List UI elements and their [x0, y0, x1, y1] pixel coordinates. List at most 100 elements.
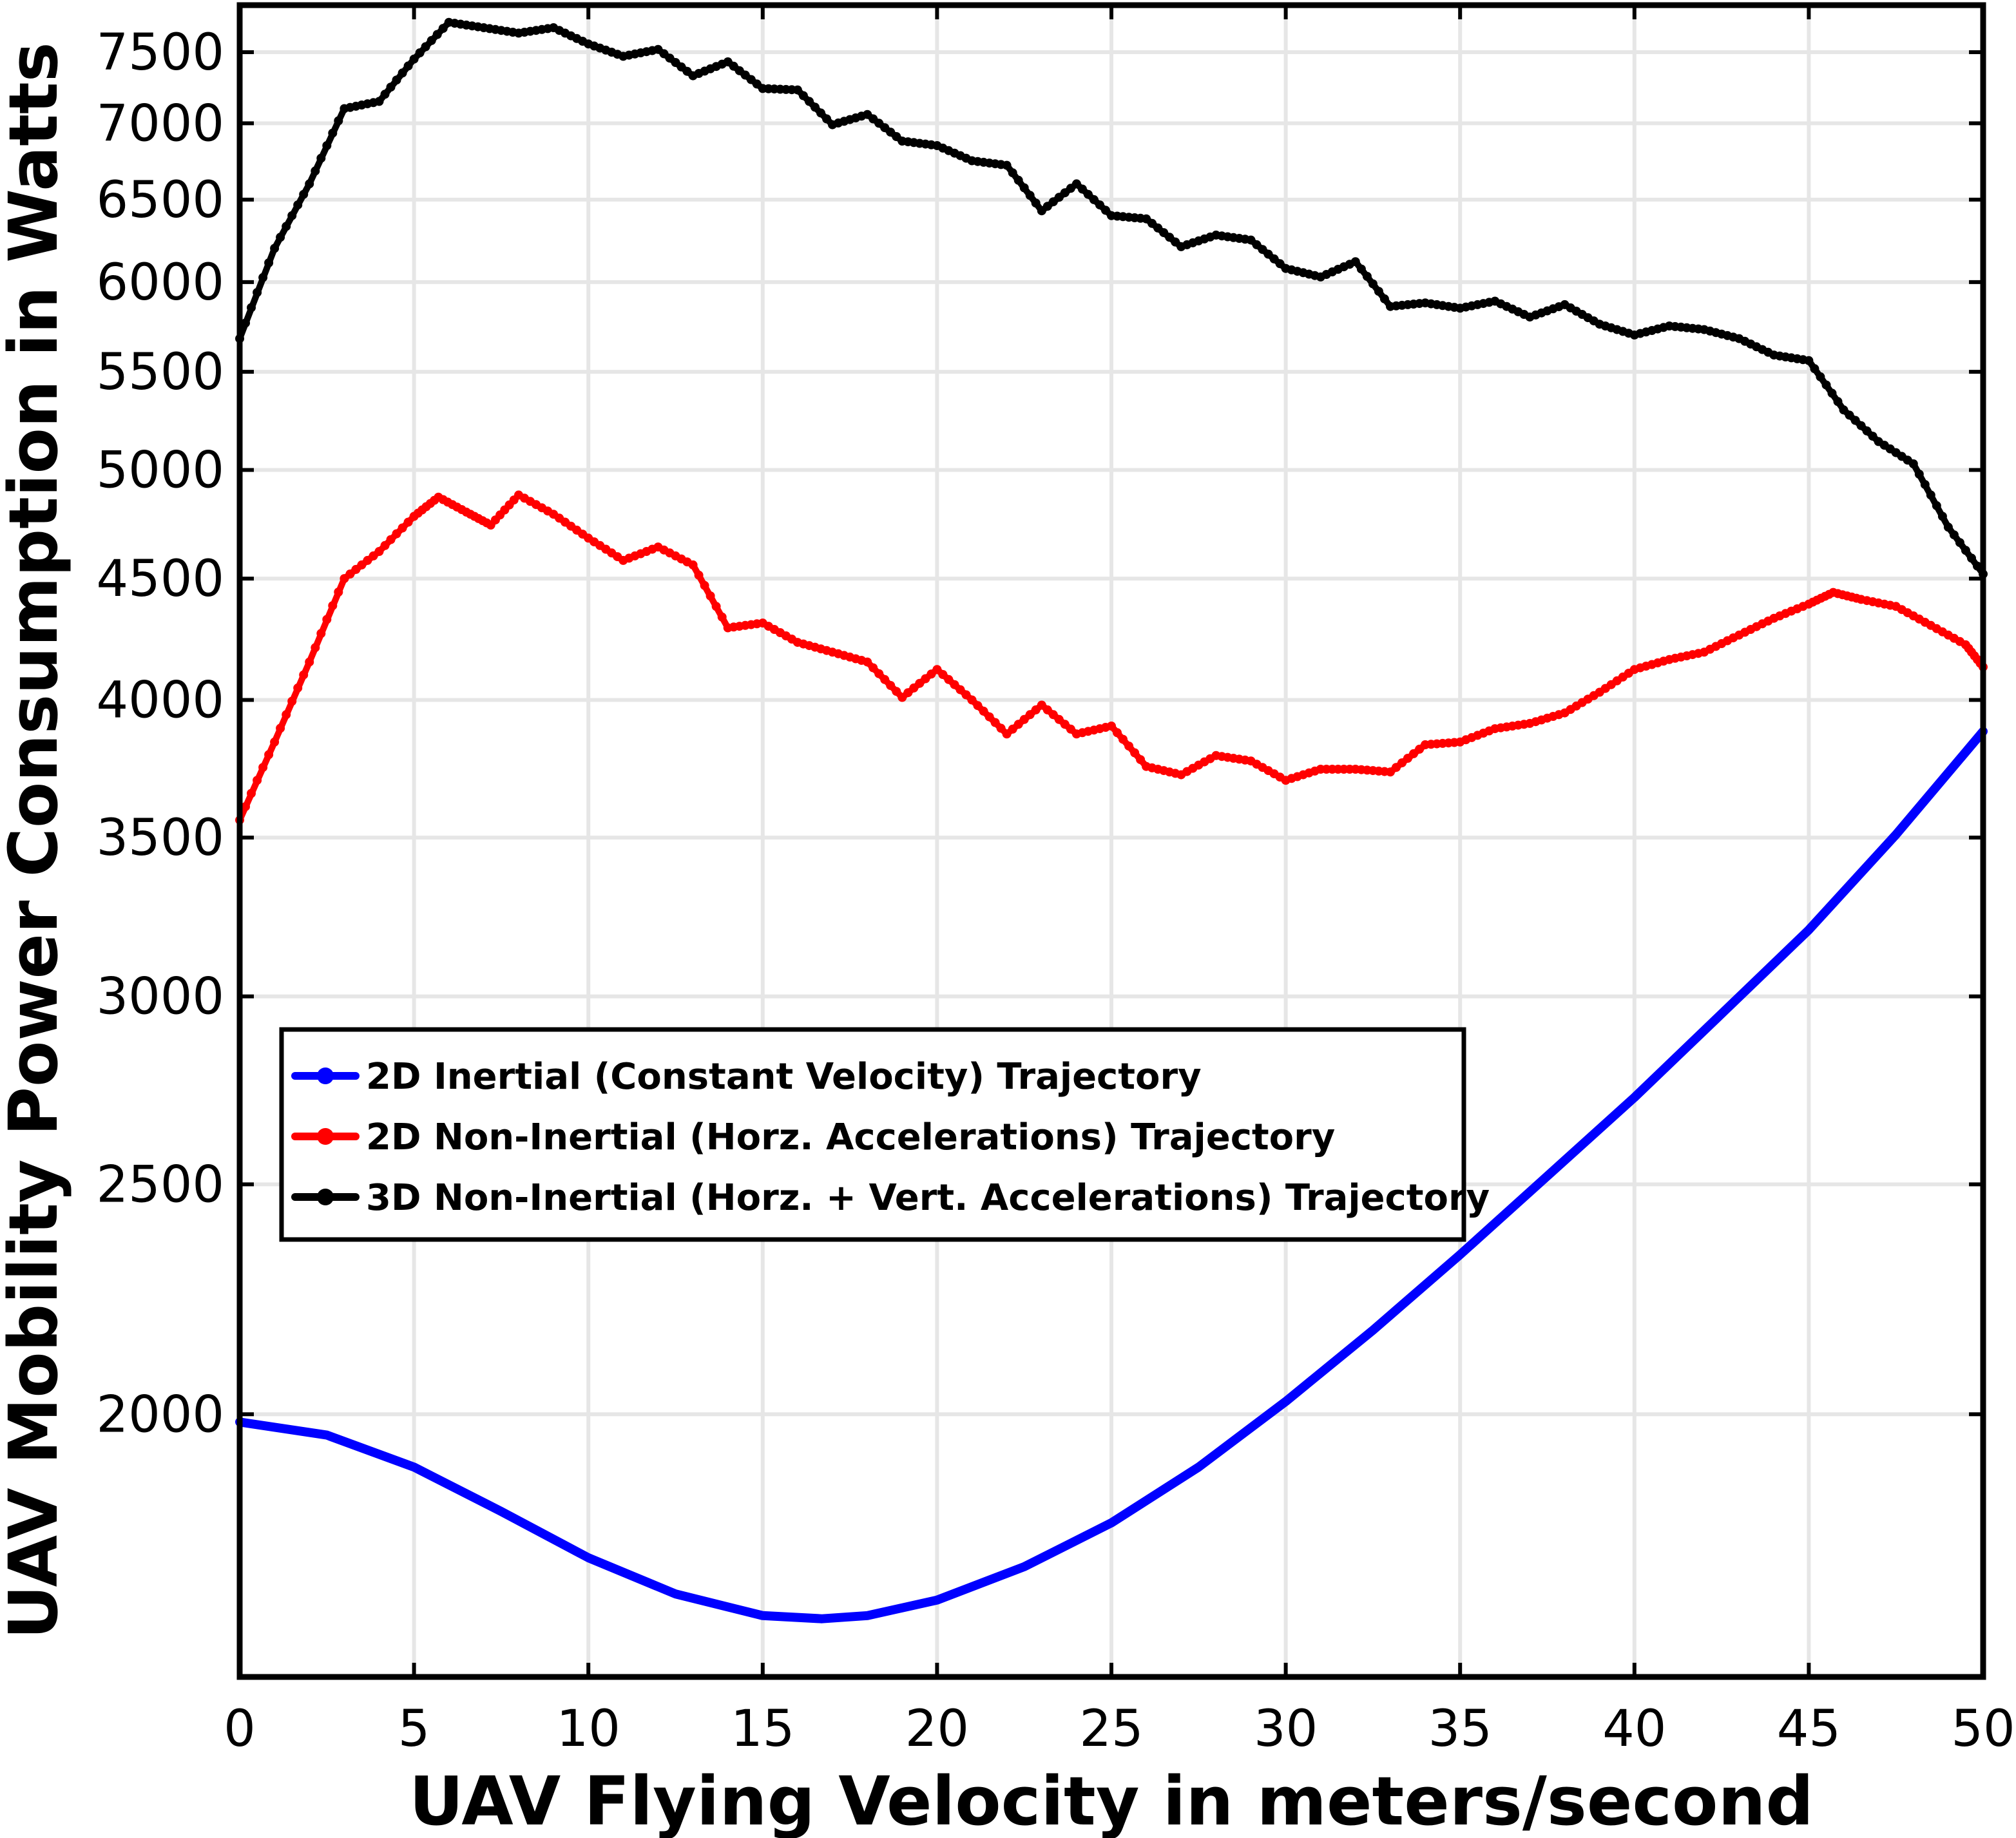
series-point [415, 48, 425, 57]
y-tick-label: 5500 [96, 343, 224, 401]
x-tick-label: 15 [731, 1700, 794, 1758]
series-point [247, 789, 256, 798]
series-point [258, 763, 268, 772]
legend-label: 3D Non-Inertial (Horz. + Vert. Accelerat… [366, 1177, 1490, 1219]
series-point [293, 200, 303, 210]
series-point [403, 61, 413, 71]
y-tick-label: 6500 [96, 171, 224, 229]
series-point [1920, 480, 1930, 490]
series-point [1095, 200, 1104, 210]
series-point [270, 737, 280, 747]
series-point [1368, 279, 1378, 289]
series-line-2d-inertial-constant-velocity-trajectory [235, 727, 1988, 1623]
series-point [276, 233, 285, 242]
y-tick-label: 4500 [96, 550, 224, 608]
series-point [334, 588, 343, 597]
series-point [380, 90, 390, 99]
y-tick-label: 2500 [96, 1156, 224, 1214]
series-point [380, 541, 390, 550]
series-point [374, 547, 384, 556]
tick-marks [238, 5, 1985, 1677]
series-point [1019, 183, 1029, 193]
series-point [1350, 257, 1360, 267]
series-point [822, 114, 831, 124]
series-point [334, 116, 343, 126]
y-tick-label: 7000 [96, 95, 224, 153]
legend-marker [317, 1189, 334, 1205]
series-point [293, 683, 303, 693]
series-point [979, 706, 988, 716]
series-point [816, 108, 825, 118]
series-point [1031, 198, 1041, 208]
legend-marker [317, 1128, 334, 1145]
series-point [1804, 356, 1814, 365]
series-point [1914, 470, 1924, 479]
series-1 [235, 727, 1988, 1623]
x-tick-label: 0 [224, 1700, 256, 1758]
series-point [322, 141, 332, 150]
series-point [944, 675, 954, 684]
series-point [961, 690, 971, 700]
series-point [996, 723, 1006, 733]
series-point [1101, 206, 1110, 215]
y-tick-label: 3000 [96, 968, 224, 1026]
series-2 [235, 490, 1988, 825]
legend-entry: 2D Non-Inertial (Horz. Accelerations) Tr… [291, 1116, 1335, 1158]
series-point [247, 303, 256, 312]
series-point [305, 179, 314, 189]
x-tick-label: 5 [398, 1700, 430, 1758]
series-point [1908, 459, 1918, 468]
series-point [1136, 755, 1146, 765]
series-point [1845, 410, 1854, 420]
series-point [1932, 501, 1941, 510]
tick-labels: 0 5 10 15 20 25 30 35 40 45 50 2000 2500 3000 3500 4000… [96, 24, 2015, 1758]
y-tick-label: 6000 [96, 254, 224, 312]
series-point [1839, 405, 1848, 415]
series-point [811, 102, 820, 112]
series-point [299, 670, 309, 680]
y-tick-label: 4000 [96, 671, 224, 729]
series-point [880, 675, 890, 684]
series-point [258, 273, 268, 282]
series-point [892, 687, 901, 696]
series-point [1926, 490, 1935, 500]
legend-entry: 3D Non-Inertial (Horz. + Vert. Accelerat… [291, 1177, 1490, 1219]
series-point [241, 318, 250, 328]
series-point [403, 517, 413, 527]
series-point [1833, 397, 1843, 407]
series-point [1967, 553, 1976, 563]
series-point [1118, 734, 1128, 744]
series-point [322, 615, 332, 624]
series-point [1856, 421, 1866, 430]
series-point [328, 601, 338, 611]
series-point [1356, 264, 1366, 274]
series-point [1821, 380, 1831, 390]
series-point [1124, 742, 1134, 751]
y-tick-label: 7500 [96, 24, 224, 82]
legend-label: 2D Non-Inertial (Horz. Accelerations) Tr… [366, 1116, 1335, 1158]
series-layer [235, 17, 1988, 1623]
y-tick-label: 2000 [96, 1386, 224, 1444]
x-tick-label: 35 [1428, 1700, 1492, 1758]
series-point [990, 718, 1000, 727]
series-point [1362, 272, 1372, 281]
series-point [950, 680, 959, 689]
series-point [717, 612, 727, 622]
series-point [1379, 294, 1389, 303]
x-axis-label: UAV Flying Velocity in meters/second [409, 1762, 1814, 1838]
x-tick-label: 50 [1951, 1700, 2015, 1758]
series-point [432, 30, 442, 39]
series-point [409, 54, 419, 64]
series-point [270, 244, 280, 253]
series-point [973, 701, 983, 711]
series-point [955, 685, 965, 694]
series-point [792, 85, 802, 95]
x-tick-label: 10 [557, 1700, 620, 1758]
series-point [1077, 184, 1087, 194]
series-point [1949, 530, 1959, 540]
series-point [241, 802, 250, 812]
series-point [374, 97, 384, 106]
series-point [984, 712, 994, 722]
series-point [287, 696, 297, 706]
